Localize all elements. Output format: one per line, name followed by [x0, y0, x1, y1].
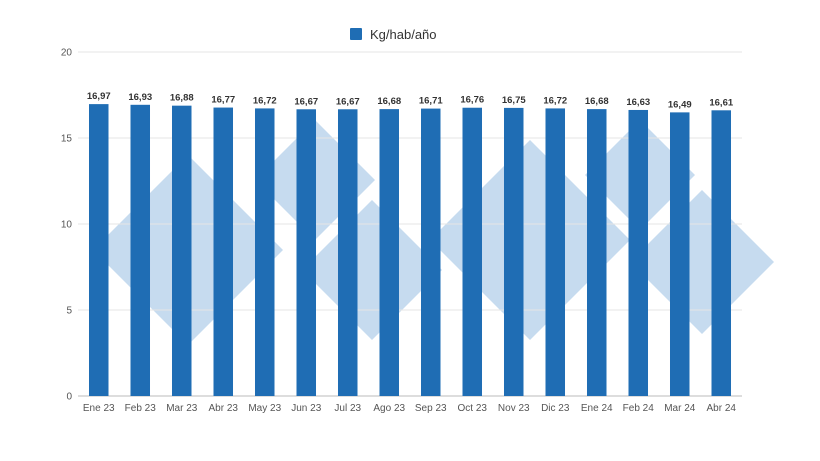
- data-label: 16,72: [543, 95, 567, 106]
- bar: [586, 109, 607, 396]
- bar: [213, 107, 234, 396]
- data-label: 16,68: [377, 96, 401, 107]
- bar: [669, 112, 690, 396]
- x-tick-label: May 23: [248, 403, 281, 414]
- data-label: 16,49: [668, 99, 692, 110]
- watermark-diamond: [630, 190, 774, 334]
- data-label: 16,88: [170, 93, 194, 104]
- data-label: 16,75: [502, 95, 526, 106]
- y-tick-label: 10: [61, 220, 73, 231]
- y-tick-label: 0: [66, 392, 72, 403]
- x-tick-label: Feb 23: [125, 403, 157, 414]
- data-label: 16,97: [87, 91, 111, 102]
- bar: [254, 108, 275, 396]
- x-tick-label: Feb 24: [623, 403, 655, 414]
- data-label: 16,77: [211, 95, 235, 106]
- bar: [420, 108, 441, 396]
- data-label: 16,67: [294, 96, 318, 107]
- x-tick-label: Abr 24: [707, 403, 737, 414]
- bar: [379, 109, 400, 396]
- x-tick-label: Ene 23: [83, 403, 115, 414]
- data-label: 16,93: [128, 92, 152, 103]
- bar: [711, 110, 732, 397]
- data-label: 16,68: [585, 96, 609, 107]
- y-tick-label: 5: [66, 306, 72, 317]
- x-tick-label: Oct 23: [458, 403, 488, 414]
- data-label: 16,61: [709, 97, 733, 108]
- x-tick-label: Mar 23: [166, 403, 198, 414]
- x-tick-label: Nov 23: [498, 403, 530, 414]
- bar: [628, 109, 649, 397]
- y-tick-label: 20: [61, 48, 73, 59]
- x-tick-label: Abr 23: [209, 403, 239, 414]
- bar: [337, 109, 358, 396]
- x-tick-label: Mar 24: [664, 403, 696, 414]
- x-tick-label: Dic 23: [541, 403, 570, 414]
- data-label: 16,76: [460, 95, 484, 106]
- data-label: 16,71: [419, 96, 443, 107]
- data-label: 16,72: [253, 95, 277, 106]
- x-tick-label: Jun 23: [291, 403, 321, 414]
- bar: [130, 104, 151, 396]
- legend-swatch: [350, 28, 362, 40]
- bars: [88, 104, 732, 397]
- bar: [545, 108, 566, 396]
- y-tick-label: 15: [61, 134, 73, 145]
- x-tick-label: Sep 23: [415, 403, 447, 414]
- bar: [171, 105, 192, 396]
- x-tick-label: Jul 23: [334, 403, 361, 414]
- data-labels: 16,97 16,93 16,88 16,77 16,72 16,67 16,67 16,68…: [87, 91, 734, 110]
- y-axis: 0 5 10 15 20: [61, 48, 73, 403]
- bar: [88, 104, 109, 396]
- bar: [462, 107, 483, 396]
- x-tick-label: Ago 23: [373, 403, 405, 414]
- x-axis: Ene 23 Feb 23 Mar 23 Abr 23 May 23 Jun 23 Jul …: [83, 403, 737, 414]
- watermark-diamond: [302, 200, 442, 340]
- bar: [296, 109, 317, 396]
- bar: [503, 107, 524, 397]
- legend: Kg/hab/año: [350, 24, 437, 44]
- x-tick-label: Ene 24: [581, 403, 613, 414]
- data-label: 16,63: [626, 97, 650, 108]
- legend-label: Kg/hab/año: [370, 26, 437, 42]
- data-label: 16,67: [336, 96, 360, 107]
